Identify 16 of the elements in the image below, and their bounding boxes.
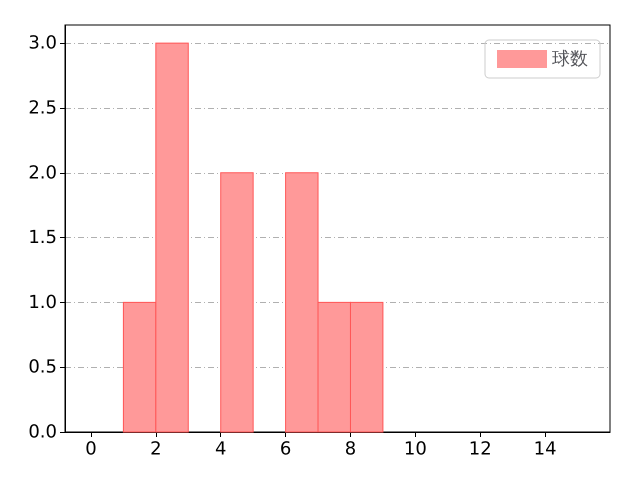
- x-tick-label: 10: [404, 438, 427, 460]
- x-tick-label: 12: [468, 438, 492, 460]
- x-tick-label: 8: [344, 438, 356, 460]
- legend-label: 球数: [552, 48, 588, 70]
- y-tick-label: 0.0: [28, 422, 57, 442]
- x-tick-label: 6: [280, 438, 292, 460]
- y-tick-label: 1.5: [28, 227, 57, 248]
- x-tick-label: 4: [214, 438, 226, 460]
- y-tick-label: 0.5: [28, 356, 57, 378]
- x-tick-label: 2: [150, 438, 162, 460]
- y-tick-label: 3.0: [28, 32, 57, 54]
- y-tick-label: 2.0: [28, 162, 57, 184]
- y-tick-label: 1.0: [28, 292, 57, 313]
- y-tick-label: 2.5: [28, 97, 57, 118]
- x-tick-label: 14: [534, 438, 557, 460]
- x-tick-label: 0: [85, 438, 97, 460]
